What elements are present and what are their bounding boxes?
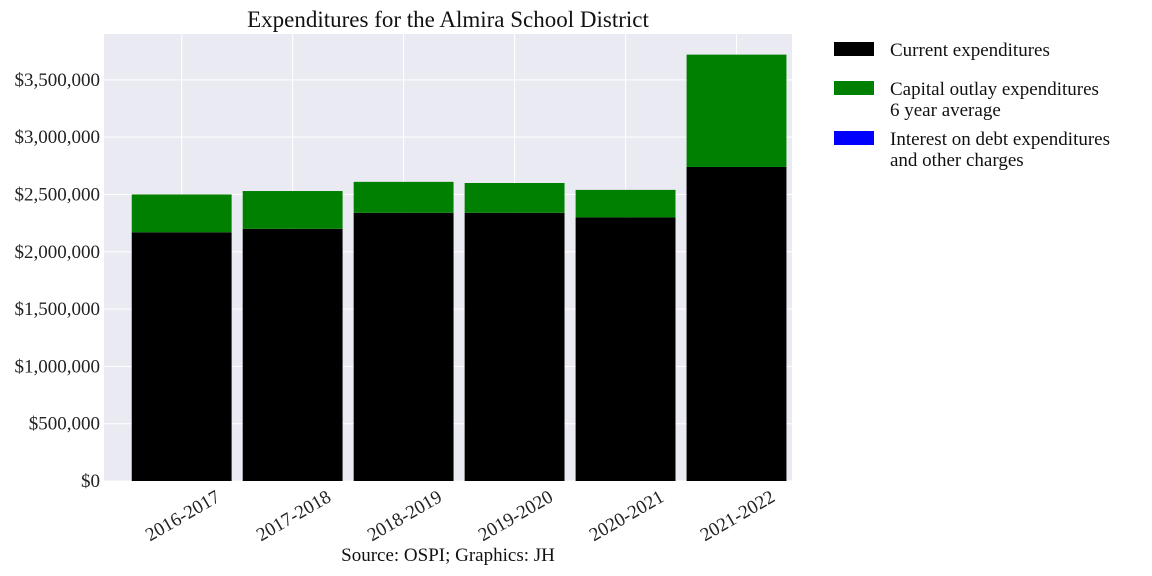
- bar: [686, 166, 787, 481]
- bar: [575, 189, 676, 218]
- legend-swatch: [834, 42, 874, 56]
- legend-label-line2: 6 year average: [890, 100, 1001, 121]
- legend-swatch: [834, 131, 874, 145]
- y-tick-label: $0: [81, 471, 100, 492]
- legend-label: Capital outlay expenditures: [890, 79, 1099, 100]
- bar: [575, 217, 676, 481]
- x-tick-label: 2020-2021: [586, 487, 668, 546]
- bar: [686, 54, 787, 167]
- source-caption: Source: OSPI; Graphics: JH: [341, 545, 555, 566]
- x-axis: 2016-2017 2017-2018 2018-2019 2019-2020 2020…: [142, 487, 779, 546]
- chart-title: Expenditures for the Almira School Distr…: [247, 7, 649, 32]
- y-tick-label: $3,500,000: [15, 70, 101, 91]
- legend-label: Current expenditures: [890, 40, 1050, 61]
- y-tick-label: $1,500,000: [15, 299, 101, 320]
- bar: [131, 194, 232, 233]
- bar: [464, 212, 565, 482]
- y-tick-label: $3,000,000: [15, 127, 101, 148]
- legend-label: Interest on debt expenditures: [890, 129, 1110, 150]
- y-tick-label: $500,000: [29, 414, 100, 435]
- y-tick-label: $1,000,000: [15, 356, 101, 377]
- x-tick-label: 2017-2018: [253, 487, 335, 546]
- y-tick-label: $2,000,000: [15, 242, 101, 263]
- legend-label-line2: and other charges: [890, 150, 1024, 171]
- bar: [353, 181, 454, 213]
- bar: [353, 212, 454, 482]
- bar: [242, 228, 343, 481]
- x-tick-label: 2018-2019: [364, 487, 446, 546]
- bar: [242, 191, 343, 229]
- legend: Current expenditures Capital outlay expen…: [834, 40, 1110, 171]
- legend-swatch: [834, 81, 874, 95]
- bar: [464, 183, 565, 213]
- bar: [131, 232, 232, 481]
- y-tick-label: $2,500,000: [15, 184, 101, 205]
- x-tick-label: 2016-2017: [142, 487, 224, 546]
- x-tick-label: 2019-2020: [475, 487, 557, 546]
- x-tick-label: 2021-2022: [697, 487, 779, 546]
- bars: [131, 54, 787, 482]
- y-axis: $0 $500,000 $1,000,000 $1,500,000 $2,000,000…: [15, 70, 101, 492]
